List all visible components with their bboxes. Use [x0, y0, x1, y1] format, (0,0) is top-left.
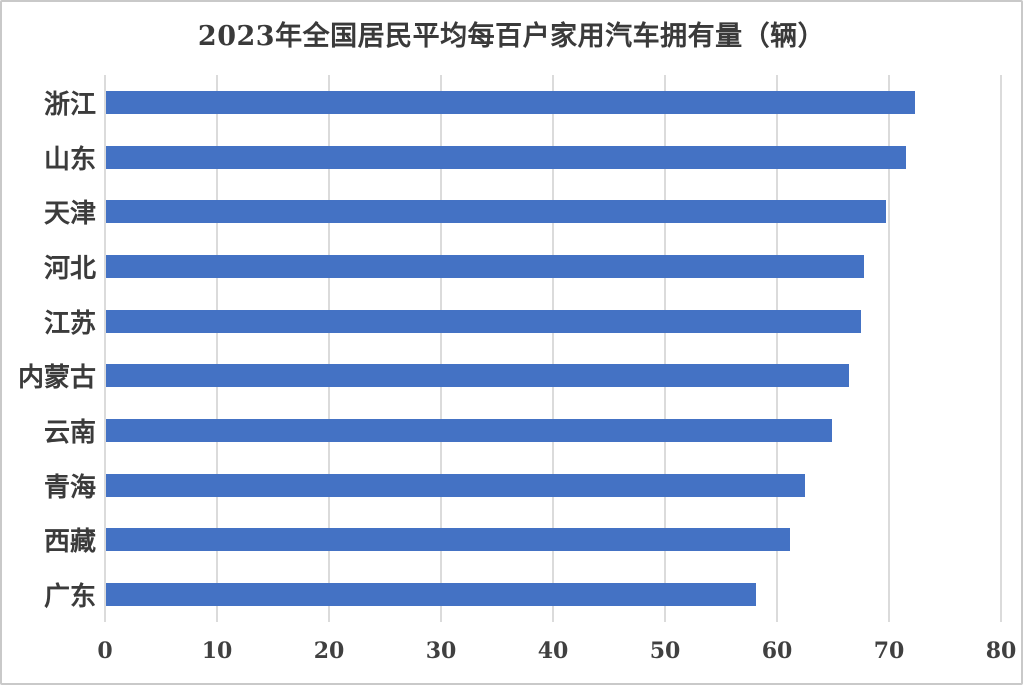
bar-广东 [106, 583, 756, 607]
category-label-天津: 天津 [43, 199, 96, 230]
gridline-x-70 [888, 75, 890, 622]
category-label-内蒙古: 内蒙古 [17, 363, 96, 394]
gridline-x-20 [328, 75, 330, 622]
bar-山东 [106, 145, 906, 169]
category-label-西藏: 西藏 [43, 527, 96, 558]
category-label-青海: 青海 [43, 472, 96, 503]
bar-天津 [106, 200, 886, 224]
chart-title: 2023年全国居民平均每百户家用汽车拥有量（辆） [197, 21, 826, 52]
x-tick-label-60: 60 [761, 638, 793, 664]
plot-area [104, 75, 1002, 622]
category-label-山东: 山东 [43, 144, 96, 175]
x-tick-label-10: 10 [201, 638, 233, 664]
gridline-x-80 [1000, 75, 1002, 622]
y-axis-category-labels: 浙江山东天津河北江苏内蒙古云南青海西藏广东 [2, 75, 96, 622]
bar-云南 [106, 419, 832, 443]
category-label-河北: 河北 [43, 253, 96, 284]
category-label-广东: 广东 [43, 582, 96, 613]
bar-河北 [106, 254, 865, 278]
gridline-x-30 [440, 75, 442, 622]
x-tick-label-0: 0 [97, 638, 113, 664]
bar-内蒙古 [106, 364, 849, 388]
gridline-x-10 [216, 75, 218, 622]
gridline-x-0 [104, 75, 106, 622]
category-label-云南: 云南 [43, 418, 96, 449]
gridline-x-40 [552, 75, 554, 622]
x-tick-label-30: 30 [425, 638, 457, 664]
x-tick-label-50: 50 [649, 638, 681, 664]
bar-青海 [106, 473, 805, 497]
x-tick-label-70: 70 [873, 638, 905, 664]
gridline-x-50 [664, 75, 666, 622]
x-tick-label-20: 20 [313, 638, 345, 664]
category-label-浙江: 浙江 [43, 89, 96, 120]
x-axis-tick-labels: 0 10 20 30 40 50 60 70 80 [97, 634, 1016, 668]
bar-江苏 [106, 309, 861, 333]
bar-浙江 [106, 90, 915, 114]
gridline-x-60 [776, 75, 778, 622]
category-label-江苏: 江苏 [43, 308, 96, 339]
bar-西藏 [106, 528, 791, 552]
x-tick-label-40: 40 [537, 638, 569, 664]
x-tick-label-80: 80 [985, 638, 1017, 664]
